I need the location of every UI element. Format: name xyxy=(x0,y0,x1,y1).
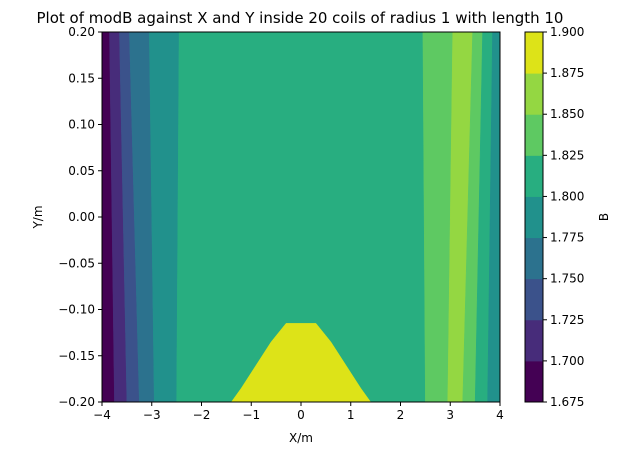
colorbar-tick-label: 1.875 xyxy=(550,66,584,80)
colorbar-axis: 1.675 1.700 1.725 1.750 1.775 1.800 1.825 1.850… xyxy=(543,25,584,409)
contour-band xyxy=(474,32,493,402)
contour-band xyxy=(176,32,426,402)
colorbar-segment xyxy=(525,114,543,156)
contour-bands xyxy=(102,32,500,402)
colorbar-frame xyxy=(524,31,544,403)
y-axis: −0.20 −0.15 −0.10 −0.05 0.00 0.05 0.10 0.15 0.20 xyxy=(58,25,102,409)
colorbar xyxy=(524,31,544,403)
x-tick-label: −4 xyxy=(93,408,111,422)
colorbar-tick-label: 1.850 xyxy=(550,107,584,121)
colorbar-segment xyxy=(525,32,543,74)
x-tick-label: 2 xyxy=(397,408,405,422)
x-tick-label: 3 xyxy=(446,408,454,422)
colorbar-segment xyxy=(525,155,543,197)
x-tick-label: 4 xyxy=(496,408,504,422)
colorbar-tick-label: 1.825 xyxy=(550,148,584,162)
contour-band xyxy=(447,32,473,402)
x-tick-label: −1 xyxy=(242,408,260,422)
colorbar-tick-label: 1.750 xyxy=(550,272,584,286)
y-tick-label: −0.10 xyxy=(58,303,95,317)
colorbar-tick-label: 1.800 xyxy=(550,189,584,203)
plot-area xyxy=(101,31,501,403)
peak-contour-band xyxy=(231,323,371,402)
y-tick-label: 0.00 xyxy=(68,210,95,224)
y-tick-label: 0.05 xyxy=(68,164,95,178)
colorbar-tick-label: 1.775 xyxy=(550,231,584,245)
y-tick-label: 0.15 xyxy=(68,71,95,85)
y-tick-label: −0.05 xyxy=(58,256,95,270)
y-axis-label: Y/m xyxy=(31,205,45,229)
colorbar-segment xyxy=(525,360,543,403)
chart-title: Plot of modB against X and Y inside 20 c… xyxy=(37,9,564,27)
x-axis: −4 −3 −2 −1 0 1 2 3 4 xyxy=(93,402,504,422)
x-tick-label: −3 xyxy=(143,408,161,422)
colorbar-tick-label: 1.675 xyxy=(550,395,584,409)
contour-band xyxy=(129,32,155,402)
x-tick-label: −2 xyxy=(193,408,211,422)
contour-band xyxy=(462,32,483,402)
colorbar-tick-label: 1.725 xyxy=(550,313,584,327)
colorbar-segment xyxy=(525,319,543,362)
contour-band xyxy=(109,32,128,402)
y-tick-label: 0.10 xyxy=(68,118,95,132)
colorbar-segment xyxy=(525,73,543,115)
peak-region xyxy=(231,323,371,402)
y-tick-label: 0.20 xyxy=(68,25,95,39)
colorbar-tick-label: 1.900 xyxy=(550,25,584,39)
contour-band xyxy=(119,32,140,402)
colorbar-tick-label: 1.700 xyxy=(550,354,584,368)
contour-band xyxy=(102,32,115,402)
y-tick-label: −0.15 xyxy=(58,349,95,363)
colorbar-segment xyxy=(525,237,543,280)
contour-band xyxy=(149,32,180,402)
x-tick-label: 0 xyxy=(297,408,305,422)
colorbar-segment xyxy=(525,278,543,321)
contour-band xyxy=(487,32,500,402)
colorbar-segment xyxy=(525,196,543,239)
contour-band xyxy=(422,32,453,402)
colorbar-label: B xyxy=(597,213,611,221)
x-axis-label: X/m xyxy=(289,431,313,445)
x-tick-label: 1 xyxy=(347,408,355,422)
y-tick-label: −0.20 xyxy=(58,395,95,409)
